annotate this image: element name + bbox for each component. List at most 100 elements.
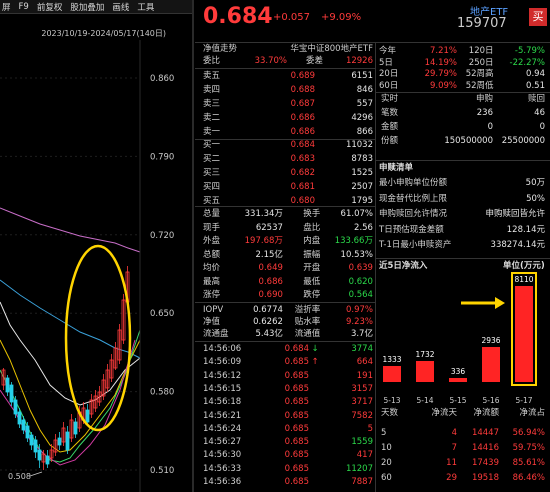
toolbar-item[interactable]: 工具 — [137, 2, 155, 13]
candle-body — [41, 453, 46, 463]
stats-value: 331.34万 — [244, 209, 283, 219]
tick-row[interactable]: 14:56:12 0.685 191 — [203, 371, 373, 382]
tick-row[interactable]: 14:56:15 0.685 3157 — [203, 384, 373, 395]
perf-label: 今年 — [379, 46, 397, 56]
fund-fullname: 华宝中证800地产ETF — [290, 44, 373, 54]
date-range: 2023/10/19-2024/05/17(140日) — [41, 29, 166, 38]
iopv-value: 0.6774 — [253, 305, 283, 315]
asks-row: 卖三 0.687 557 — [203, 99, 373, 110]
stats-value: 0.686 — [258, 276, 283, 287]
ratio-value: 33.70% — [254, 56, 287, 66]
candle-body — [89, 399, 94, 415]
candle-body — [97, 391, 102, 403]
asks-label: 卖四 — [203, 85, 221, 95]
candle-body — [105, 369, 110, 389]
tick-price: 0.685 — [284, 410, 309, 421]
y-tick-label: 0.510 — [150, 466, 174, 476]
flow-table-cell: 59.75% — [512, 443, 545, 453]
flow-table-header-cell: 净流额 — [473, 408, 499, 418]
shares-red: 0 — [539, 122, 545, 132]
tick-time: 14:56:36 — [203, 477, 242, 487]
candle-body — [117, 329, 122, 361]
flow-category: 5-14 — [416, 396, 434, 405]
shares-red: 46 — [534, 108, 545, 118]
flow-table-cell: 5 — [381, 428, 387, 438]
iopv-value: 0.6262 — [253, 317, 283, 327]
ma-line — [0, 339, 141, 453]
candle-body — [1, 369, 6, 386]
perf-label: 20日 — [379, 69, 399, 79]
iopv-label: IOPV — [203, 305, 224, 315]
tick-row[interactable]: 14:56:18 0.685 3717 — [203, 397, 373, 408]
asks-row: 卖五 0.689 6151 — [203, 71, 373, 82]
candlestick-chart[interactable]: 0.860 0.790 0.720 0.650 0.580 0.510 0.508 — [0, 40, 192, 492]
flow-table-row: 10 7 14416 59.75% — [381, 443, 545, 454]
asks-label: 卖五 — [203, 71, 221, 81]
tick-volume: 5 — [367, 423, 373, 434]
tick-row[interactable]: 14:56:36 0.685 7887 — [203, 477, 373, 488]
divider — [195, 206, 375, 207]
tick-time: 14:56:21 — [203, 410, 242, 421]
iopv-value: 5.43亿 — [255, 329, 283, 339]
candle-body — [101, 379, 106, 397]
stats-value: 0.649 — [258, 263, 283, 273]
tick-row[interactable]: 14:56:30 0.685 417 — [203, 450, 373, 461]
subscribe-label: 申购赎回允许情况 — [379, 209, 448, 219]
shares-sub: 236 — [476, 108, 493, 118]
quote-panel: 0.684 +0.057 +9.09% 地产ETF 159707 买 净值走势 … — [195, 0, 550, 492]
tick-row[interactable]: 14:56:27 0.685 1559 — [203, 437, 373, 448]
toolbar-item[interactable]: F9 — [18, 1, 29, 12]
bids-row: 买三 0.682 1525 — [203, 168, 373, 179]
buy-button[interactable]: 买 — [529, 8, 547, 26]
tick-price: 0.685 — [284, 370, 309, 381]
asks-volume: 4296 — [351, 113, 373, 123]
toolbar-item[interactable]: 股加叠加 — [70, 2, 105, 13]
candle-body — [49, 449, 54, 459]
tick-price: 0.685 — [284, 437, 309, 448]
bids-label: 买三 — [203, 168, 221, 178]
tick-row[interactable]: 14:56:09 0.685 ↑ 664 — [203, 357, 373, 368]
tick-price: 0.685 — [284, 383, 309, 394]
tick-volume: 3157 — [351, 383, 373, 394]
subscribe-row: T日预估现金差额 128.14元 — [379, 225, 545, 236]
perf-row: 5日 14.19% 250日 -22.27% — [379, 58, 545, 69]
tick-row[interactable]: 14:56:21 0.685 7582 — [203, 411, 373, 422]
toolbar-item[interactable]: 屏 — [2, 2, 11, 13]
candle-body — [85, 409, 90, 423]
subscribe-row: 申购赎回允许情况 申购赎回皆允许 — [379, 209, 545, 220]
asks-row: 卖一 0.686 866 — [203, 127, 373, 138]
flow-category: 5-16 — [482, 396, 500, 405]
candle-body — [121, 299, 126, 341]
bids-price: 0.681 — [290, 182, 315, 192]
stats-value: 62537 — [255, 222, 283, 233]
stats-value: 10.53% — [340, 249, 373, 260]
iopv-value: 3.7亿 — [350, 329, 373, 339]
bids-label: 买五 — [203, 196, 221, 206]
iopv-row: IOPV 0.6774 溢折率 0.97% — [203, 305, 373, 316]
subscribe-value: 338274.14元 — [490, 240, 545, 250]
asks-label: 卖二 — [203, 113, 221, 123]
candle-body — [69, 419, 74, 439]
tick-row[interactable]: 14:56:33 0.685 11207 — [203, 464, 373, 475]
tick-row[interactable]: 14:56:06 0.684 ↓ 3774 — [203, 344, 373, 355]
stats-label: 总额 — [203, 249, 221, 260]
flow-table-cell: 19518 — [471, 473, 499, 483]
toolbar-item[interactable]: 画线 — [112, 2, 130, 13]
candle-body — [113, 347, 118, 369]
candle-body — [65, 431, 70, 451]
diff-label: 委差 — [305, 56, 323, 66]
tick-row[interactable]: 14:56:24 0.685 5 — [203, 424, 373, 435]
perf-value: 29.79% — [424, 69, 458, 79]
candle-body — [53, 439, 58, 453]
tick-time: 14:56:33 — [203, 463, 242, 474]
toolbar-item[interactable]: 前复权 — [36, 2, 63, 13]
flow-table-cell: 29 — [446, 473, 457, 483]
subscribe-row: 现金替代比例上限 50% — [379, 194, 545, 205]
stats-value: 133.66万 — [334, 236, 373, 246]
divider — [195, 341, 375, 342]
nav-trend-link[interactable]: 净值走势 — [203, 44, 238, 54]
tick-time: 14:56:24 — [203, 423, 242, 434]
stats-row: 最高 0.686 最低 0.620 — [203, 277, 373, 288]
asks-volume: 557 — [356, 99, 373, 109]
iopv-label: 流通值 — [294, 329, 321, 339]
